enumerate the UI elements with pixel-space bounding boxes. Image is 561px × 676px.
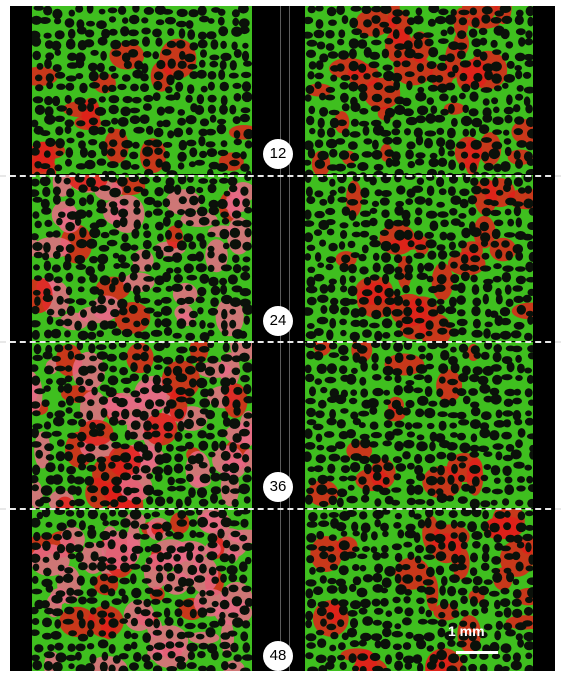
right-panel-24 xyxy=(305,175,533,341)
center-divider-line-left xyxy=(280,6,281,671)
left-panel-48 xyxy=(32,509,252,671)
center-divider-line-right xyxy=(289,6,290,671)
left-panel-24 xyxy=(32,175,252,341)
time-badge-48: 48 xyxy=(263,641,293,671)
right-panel-12 xyxy=(305,6,533,174)
row-divider-3 xyxy=(0,508,561,510)
time-badge-36: 36 xyxy=(263,472,293,502)
scale-bar xyxy=(456,651,498,654)
right-panel-36 xyxy=(305,342,533,508)
row-divider-1 xyxy=(0,175,561,177)
left-panel-12 xyxy=(32,6,252,174)
scale-bar-label: 1 mm xyxy=(448,623,485,639)
row-divider-2 xyxy=(0,341,561,343)
time-badge-12: 12 xyxy=(263,139,293,169)
time-badge-24: 24 xyxy=(263,306,293,336)
right-panel-48 xyxy=(305,509,533,671)
left-panel-36 xyxy=(32,342,252,508)
